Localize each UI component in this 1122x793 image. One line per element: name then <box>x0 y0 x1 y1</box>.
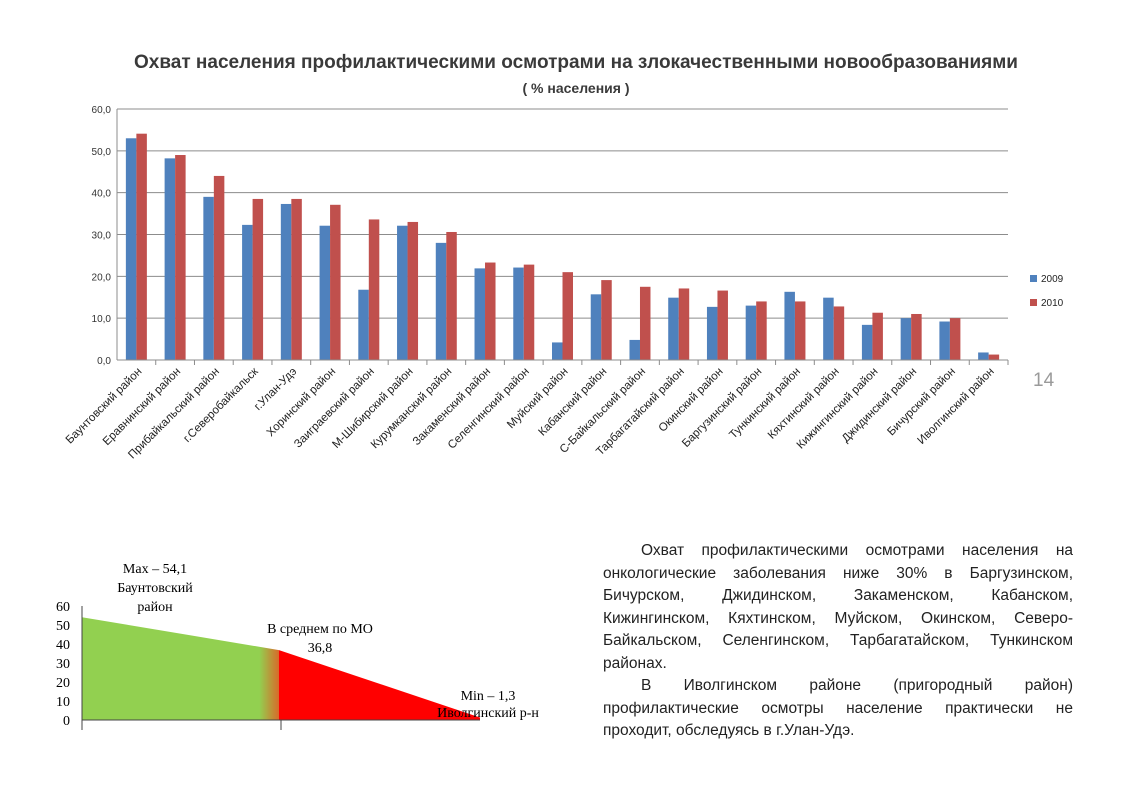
bar-2009 <box>397 225 408 360</box>
bar-2010 <box>601 280 612 360</box>
mini-y-tick-label: 40 <box>56 638 70 653</box>
area-above-mean <box>82 617 279 720</box>
bar-2009 <box>125 138 137 360</box>
bar-2010 <box>794 301 806 360</box>
y-tick-label: 40,0 <box>92 189 112 200</box>
mini-y-tick-label: 20 <box>56 676 70 691</box>
summary-text: Охват профилактическими осмотрами населе… <box>603 540 1073 743</box>
bar-2010 <box>213 175 225 360</box>
mini-y-tick-label: 60 <box>56 600 70 615</box>
y-tick-label: 60,0 <box>92 105 112 116</box>
legend-label: 2009 <box>1041 274 1064 285</box>
bar-2009 <box>823 297 834 360</box>
bar-2009 <box>358 289 369 360</box>
bar-2009 <box>319 225 331 360</box>
y-tick-label: 50,0 <box>92 147 112 158</box>
bar-2010 <box>678 288 690 360</box>
bar-2010 <box>368 219 380 360</box>
y-tick-label: 30,0 <box>92 231 112 242</box>
summary-paragraph: В Иволгинском районе (пригородный район)… <box>603 677 1073 739</box>
summary-paragraph: Охват профилактическими осмотрами населе… <box>603 542 1073 672</box>
mini-y-tick-label: 0 <box>63 714 70 729</box>
max-value-label: Max – 54,1 <box>122 562 188 577</box>
bar-2009 <box>513 267 524 360</box>
chart-title: Охват населения профилактическими осмотр… <box>134 52 1018 73</box>
page-number: 14 <box>1033 370 1055 391</box>
bar-2010 <box>446 231 457 360</box>
y-tick-label: 0,0 <box>97 356 111 367</box>
bar-2010 <box>291 198 302 360</box>
bar-2010 <box>330 204 341 360</box>
bar-2010 <box>872 312 883 360</box>
bar-2010 <box>949 318 961 360</box>
bar-2009 <box>706 306 718 360</box>
min-region-label: Иволгинский р-н <box>437 706 539 721</box>
bar-2010 <box>252 198 264 360</box>
bar-2010 <box>988 354 1000 360</box>
bar-2009 <box>978 352 989 360</box>
mean-label: В среднем по МО 36,8 <box>240 620 400 658</box>
bar-2009 <box>280 203 292 360</box>
bar-2009 <box>745 305 757 360</box>
legend-swatch-2009 <box>1030 275 1037 282</box>
bar-2010 <box>407 221 419 360</box>
bar-2010 <box>639 286 651 360</box>
bar-2009 <box>784 291 795 360</box>
bar-2009 <box>203 196 214 360</box>
legend-swatch-2010 <box>1030 299 1037 306</box>
bar-2010 <box>911 313 922 360</box>
min-label: Min – 1,3 Иволгинский р-н <box>423 688 553 722</box>
bar-2009 <box>474 268 486 360</box>
bar-2009 <box>242 224 253 360</box>
bar-2009 <box>900 318 912 360</box>
bar-2010 <box>136 133 147 360</box>
bar-2010 <box>717 290 728 360</box>
bar-2009 <box>435 242 447 360</box>
max-region-label: Баунтовский район <box>117 581 193 615</box>
bar-2010 <box>756 301 767 360</box>
bar-2010 <box>523 264 535 360</box>
bar-2010 <box>833 306 845 360</box>
area-below-mean <box>279 650 480 720</box>
y-tick-label: 10,0 <box>92 314 112 325</box>
bar-2009 <box>552 342 563 360</box>
bar-2010 <box>485 262 496 360</box>
mean-text-label: В среднем по МО <box>267 622 373 637</box>
bar-2009 <box>668 297 679 360</box>
mean-value-label: 36,8 <box>307 641 333 656</box>
mini-y-tick-label: 50 <box>56 619 70 634</box>
bar-2009 <box>629 339 640 360</box>
mini-y-tick-label: 10 <box>56 695 70 710</box>
bar-2009 <box>861 324 873 360</box>
mini-y-tick-label: 30 <box>56 657 70 672</box>
bar-2010 <box>175 155 186 360</box>
max-label: Max – 54,1 Баунтовский район <box>100 560 210 617</box>
chart-subtitle: ( % населения ) <box>522 80 630 96</box>
min-value-label: Min – 1,3 <box>460 689 516 704</box>
bar-2009 <box>164 158 176 360</box>
bar-2010 <box>562 272 573 360</box>
legend-label: 2010 <box>1041 298 1064 309</box>
y-tick-label: 20,0 <box>92 272 112 283</box>
bar-2009 <box>939 321 950 360</box>
bar-2009 <box>590 294 602 360</box>
